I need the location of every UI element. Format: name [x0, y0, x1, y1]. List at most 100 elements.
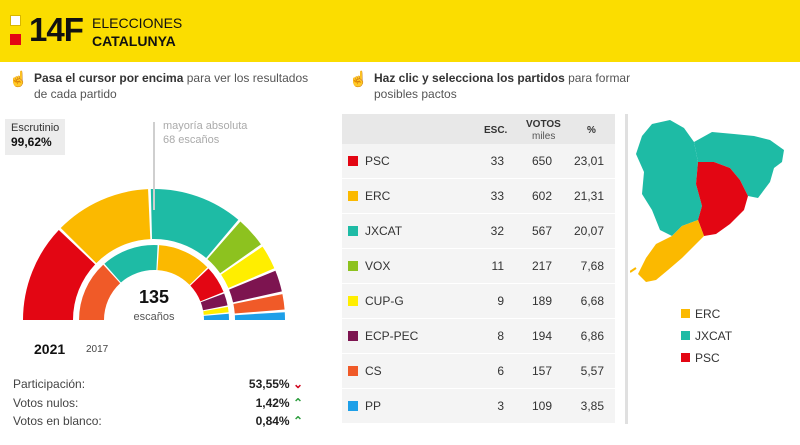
- legend-swatch: [681, 309, 690, 318]
- majority-line1: mayoría absoluta: [163, 120, 248, 132]
- party-votes: 194: [531, 329, 552, 343]
- stat-participation-value: 53,55% ⌄: [248, 377, 303, 391]
- table-scrollbar[interactable]: [625, 114, 628, 424]
- pointer-hand-icon: ☝: [349, 71, 368, 88]
- party-color-swatch: [348, 331, 358, 341]
- header-votes: VOTOS: [526, 119, 561, 130]
- hemicycle-segment-cs[interactable]: [79, 264, 121, 320]
- hint-click-bold: Haz clic y selecciona los partidos: [374, 71, 565, 85]
- hemicycle-segment-psc[interactable]: [23, 229, 96, 320]
- escrutinio-value: 99,62%: [11, 135, 52, 149]
- majority-line2: 68 escaños: [163, 134, 220, 146]
- hemicycle-segment-ecp-pec[interactable]: [200, 293, 228, 311]
- hemicycle-segment-cup-g[interactable]: [203, 306, 229, 315]
- hemicycle-segment-erc[interactable]: [60, 189, 151, 264]
- map-delta-line: [630, 267, 637, 273]
- party-seats: 33: [490, 154, 504, 168]
- header-seats: ESC.: [484, 125, 508, 136]
- party-percent: 23,01: [573, 154, 604, 168]
- hemicycle-segment-pp[interactable]: [234, 312, 285, 320]
- hint-hover-bold: Pasa el cursor por encima: [34, 71, 184, 85]
- party-color-swatch: [348, 191, 358, 201]
- hint-click: Haz clic y selecciona los partidos para …: [374, 70, 630, 102]
- year-2017-tab[interactable]: 2017: [86, 344, 109, 355]
- party-name: PP: [365, 399, 382, 413]
- header-votes-unit: miles: [532, 131, 556, 142]
- hint-hover-line2: de cada partido: [34, 87, 117, 101]
- table-row-ecp-pec[interactable]: ECP-PEC 8 194 6,86: [342, 319, 615, 354]
- party-color-swatch: [348, 366, 358, 376]
- party-seats: 9: [497, 294, 504, 308]
- seats-total: 135: [138, 287, 170, 307]
- hint-hover-text: para ver los resultados: [183, 71, 309, 85]
- stat-blank-votes: Votos en blanco: 0,84% ⌃: [13, 414, 303, 430]
- party-color-swatch: [348, 296, 358, 306]
- map-region-barcelona[interactable]: [696, 162, 748, 236]
- hemicycle-segment-pp[interactable]: [203, 313, 229, 320]
- party-votes: 217: [531, 259, 552, 273]
- trend-down-icon: ⌄: [292, 377, 303, 391]
- table-row-jxcat[interactable]: JXCAT 32 567 20,07: [342, 214, 615, 249]
- year-2021-tab[interactable]: 2021: [34, 341, 66, 357]
- stat-null-votes: Votos nulos: 1,42% ⌃: [13, 396, 303, 412]
- majority-label: mayoría absoluta 68 escaños: [163, 119, 247, 147]
- map-region-girona[interactable]: [694, 132, 784, 198]
- party-votes: 602: [531, 189, 552, 203]
- party-votes: 650: [531, 154, 552, 168]
- party-name: CUP-G: [365, 294, 404, 308]
- stat-participation: Participación: 53,55% ⌄: [13, 377, 303, 393]
- party-seats: 33: [490, 189, 504, 203]
- hint-click-line2: posibles pactos: [374, 87, 457, 101]
- legend-swatch: [681, 353, 690, 362]
- hemicycle-segment-cs[interactable]: [233, 294, 285, 314]
- table-row-erc[interactable]: ERC 33 602 21,31: [342, 179, 615, 214]
- hemicycle-segment-vox[interactable]: [207, 221, 261, 274]
- hemicycle-segment-cup-g[interactable]: [221, 246, 275, 289]
- party-name: PSC: [365, 154, 390, 168]
- seats-label: escaños: [133, 311, 175, 323]
- hemicycle-segment-psc[interactable]: [190, 268, 224, 302]
- map-region-tarragona[interactable]: [638, 220, 704, 282]
- party-seats: 6: [497, 364, 504, 378]
- hemicycle-segment-erc[interactable]: [157, 245, 208, 285]
- party-name: CS: [365, 364, 382, 378]
- table-row-vox[interactable]: VOX 11 217 7,68: [342, 249, 615, 284]
- stat-null-label: Votos nulos:: [13, 396, 79, 410]
- party-percent: 7,68: [580, 259, 604, 273]
- party-color-swatch: [348, 261, 358, 271]
- hemicycle-2021[interactable]: [23, 189, 285, 320]
- page-title: 14F: [29, 11, 84, 48]
- header-banner: 14F ELECCIONES CATALUNYA: [0, 0, 800, 62]
- hemicycle-segment-jxcat[interactable]: [150, 189, 239, 259]
- party-name: JXCAT: [365, 224, 403, 238]
- hemicycle-chart[interactable]: [0, 110, 310, 330]
- party-percent: 6,68: [580, 294, 604, 308]
- party-percent: 5,57: [580, 364, 604, 378]
- party-seats: 8: [497, 329, 504, 343]
- hemicycle-segment-jxcat[interactable]: [104, 245, 158, 283]
- table-row-cup-g[interactable]: CUP-G 9 189 6,68: [342, 284, 615, 319]
- party-name: ERC: [365, 189, 391, 203]
- party-color-swatch: [348, 226, 358, 236]
- stat-participation-label: Participación:: [13, 377, 86, 391]
- page-subtitle-elections: ELECCIONES: [92, 15, 183, 31]
- hemicycle-segment-ecp-pec[interactable]: [229, 270, 282, 303]
- catalonia-map[interactable]: [630, 110, 795, 290]
- legend-swatch: [681, 331, 690, 340]
- map-region-lleida[interactable]: [636, 120, 702, 236]
- table-row-cs[interactable]: CS 6 157 5,57: [342, 354, 615, 389]
- party-name: ECP-PEC: [365, 329, 419, 343]
- legend-label: PSC: [695, 351, 720, 365]
- party-votes: 567: [531, 224, 552, 238]
- party-color-swatch: [348, 156, 358, 166]
- header-percent: %: [587, 125, 596, 136]
- stat-null-value: 1,42% ⌃: [255, 396, 303, 410]
- party-percent: 3,85: [580, 399, 604, 413]
- party-seats: 32: [490, 224, 504, 238]
- table-row-pp[interactable]: PP 3 109 3,85: [342, 389, 615, 424]
- trend-up-icon: ⌃: [292, 396, 303, 410]
- party-name: VOX: [365, 259, 391, 273]
- hemicycle-2017[interactable]: [79, 245, 229, 320]
- table-row-psc[interactable]: PSC 33 650 23,01: [342, 144, 615, 179]
- party-percent: 21,31: [573, 189, 604, 203]
